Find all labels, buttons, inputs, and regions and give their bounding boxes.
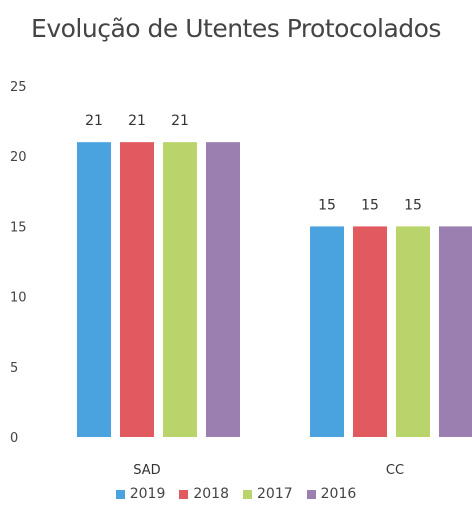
bar-cc-2018 (353, 226, 387, 437)
bar-sad-2019 (77, 142, 111, 437)
bar-sad-2017 (163, 142, 197, 437)
data-label-sad-2017: 21 (171, 113, 189, 129)
bar-cc-2016 (439, 226, 472, 437)
chart-title: Evolução de Utentes Protocolados (31, 14, 441, 43)
data-label-cc-2019: 15 (318, 197, 336, 213)
data-label-cc-2018: 15 (361, 197, 379, 213)
legend-label-2018: 2018 (193, 486, 229, 502)
chart-legend: 2019 2018 2017 2016 (0, 486, 472, 502)
data-label-sad-2018: 21 (128, 113, 146, 129)
y-tick-label: 25 (10, 80, 27, 95)
category-label-cc: CC (386, 463, 404, 478)
legend-label-2017: 2017 (257, 486, 293, 502)
legend-label-2016: 2016 (320, 486, 357, 502)
y-tick-label: 5 (10, 361, 18, 376)
legend-item-2016: 2016 (306, 486, 357, 502)
category-label-sad: SAD (133, 463, 160, 478)
legend-swatch-2017 (243, 489, 252, 499)
legend-item-2019: 2019 (115, 486, 166, 502)
bar-sad-2018 (120, 142, 154, 437)
data-label-cc-2017: 15 (404, 197, 422, 213)
legend-swatch-2016 (306, 489, 316, 499)
legend-swatch-2018 (179, 489, 189, 499)
bar-cc-2019 (310, 226, 344, 437)
bar-cc-2017 (396, 226, 430, 437)
y-tick-label: 0 (10, 431, 18, 446)
legend-item-2017: 2017 (243, 486, 293, 502)
y-tick-label: 20 (10, 150, 27, 165)
bar-sad-2016 (206, 142, 240, 437)
data-label-sad-2019: 21 (85, 113, 103, 129)
legend-label-2019: 2019 (129, 486, 166, 502)
y-tick-label: 10 (10, 291, 27, 306)
legend-swatch-2019 (115, 489, 125, 499)
legend-item-2018: 2018 (179, 486, 229, 502)
y-tick-label: 15 (10, 220, 27, 235)
